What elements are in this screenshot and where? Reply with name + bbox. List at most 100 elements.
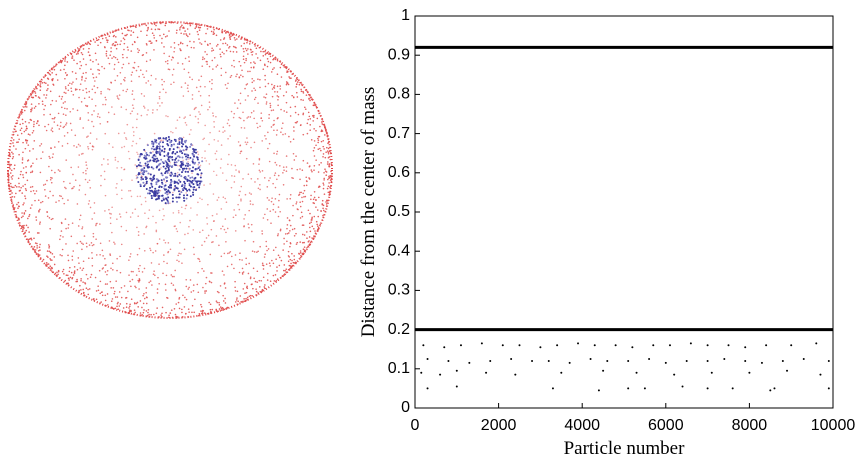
shell-dot <box>306 185 308 187</box>
shell-dot <box>163 46 165 48</box>
shell-dot <box>114 80 116 82</box>
shell-dot <box>250 295 252 297</box>
shell-dot <box>51 170 53 172</box>
shell-dot <box>133 99 135 101</box>
shell-dot <box>193 247 195 249</box>
core-dot <box>198 162 200 164</box>
shell-dot <box>317 118 319 120</box>
shell-dot <box>40 158 42 160</box>
shell-dot <box>182 63 184 65</box>
shell-dot <box>95 225 97 227</box>
shell-dot <box>219 304 221 306</box>
shell-dot <box>207 223 209 225</box>
core-dot <box>161 150 163 152</box>
shell-dot <box>301 91 303 93</box>
shell-dot <box>86 43 88 45</box>
shell-dot <box>66 75 68 77</box>
shell-dot <box>19 116 21 118</box>
shell-dot <box>185 208 187 210</box>
shell-dot <box>210 303 212 305</box>
shell-dot <box>202 229 204 231</box>
shell-dot <box>167 116 169 118</box>
shell-dot <box>279 165 281 167</box>
shell-dot <box>168 68 170 70</box>
shell-dot <box>127 312 129 314</box>
shell-dot <box>134 309 136 311</box>
shell-dot <box>154 274 156 276</box>
shell-dot <box>216 174 218 176</box>
core-dot <box>142 178 144 180</box>
shell-dot <box>68 84 70 86</box>
shell-dot <box>249 71 251 73</box>
point <box>439 374 441 376</box>
shell-dot <box>213 29 215 31</box>
shell-dot <box>278 175 280 177</box>
shell-dot <box>28 242 30 244</box>
shell-dot <box>12 142 14 144</box>
shell-dot <box>301 85 303 87</box>
shell-dot <box>160 139 162 141</box>
shell-dot <box>50 252 52 254</box>
point <box>510 358 512 360</box>
shell-dot <box>134 285 136 287</box>
core-dot <box>138 159 140 161</box>
shell-dot <box>287 71 289 73</box>
shell-dot <box>138 76 140 78</box>
shell-dot <box>71 188 73 190</box>
shell-dot <box>303 86 305 88</box>
shell-dot <box>262 68 264 70</box>
shell-dot <box>121 244 123 246</box>
shell-dot <box>291 168 293 170</box>
shell-dot <box>149 316 151 318</box>
shell-dot <box>292 205 294 207</box>
shell-dot <box>241 37 243 39</box>
shell-dot <box>316 106 318 108</box>
core-dot <box>192 180 194 182</box>
shell-dot <box>286 170 288 172</box>
shell-dot <box>144 250 146 252</box>
shell-dot <box>179 117 181 119</box>
shell-dot <box>328 139 330 141</box>
shell-dot <box>222 126 224 128</box>
shell-dot <box>99 123 101 125</box>
shell-dot <box>210 26 212 28</box>
shell-dot <box>254 63 256 65</box>
shell-dot <box>295 122 297 124</box>
shell-dot <box>168 314 170 316</box>
shell-dot <box>318 110 320 112</box>
shell-dot <box>231 65 233 67</box>
shell-dot <box>247 142 249 144</box>
core-dot <box>151 148 153 150</box>
shell-dot <box>104 264 106 266</box>
shell-dot <box>109 63 111 65</box>
shell-dot <box>90 40 92 42</box>
shell-dot <box>311 139 313 141</box>
shell-dot <box>283 166 285 168</box>
core-dot <box>170 185 172 187</box>
shell-dot <box>24 110 26 112</box>
shell-dot <box>126 297 128 299</box>
shell-dot <box>10 172 12 174</box>
y-tick-label: 1 <box>401 7 410 24</box>
shell-dot <box>273 275 275 277</box>
shell-dot <box>295 80 297 82</box>
shell-dot <box>257 57 259 59</box>
shell-dot <box>64 187 66 189</box>
shell-dot <box>126 306 128 308</box>
core-dot <box>152 159 154 161</box>
shell-dot <box>317 138 319 140</box>
shell-dot <box>136 175 138 177</box>
shell-dot <box>147 27 149 29</box>
shell-dot <box>242 288 244 290</box>
shell-dot <box>246 144 248 146</box>
shell-dot <box>71 272 73 274</box>
core-dot <box>179 181 181 183</box>
shell-dot <box>288 251 290 253</box>
shell-dot <box>121 198 123 200</box>
shell-dot <box>13 134 15 136</box>
shell-dot <box>121 189 123 191</box>
shell-dot <box>171 282 173 284</box>
shell-dot <box>221 144 223 146</box>
shell-dot <box>137 48 139 50</box>
shell-dot <box>193 290 195 292</box>
